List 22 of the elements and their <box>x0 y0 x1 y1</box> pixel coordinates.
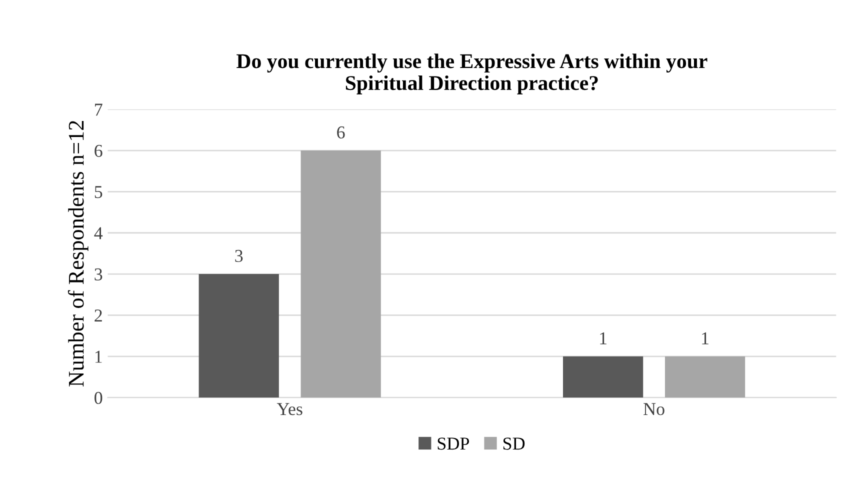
x-tick-label: Yes <box>276 403 302 416</box>
data-label: 6 <box>337 126 345 139</box>
y-tick-label: 7 <box>95 104 102 116</box>
y-tick-label: 3 <box>94 268 102 280</box>
data-label: 3 <box>235 250 243 262</box>
y-axis-title: Number of Respondents n=12 <box>68 120 88 387</box>
bar <box>664 356 746 398</box>
bar <box>300 150 381 398</box>
bar <box>198 274 279 398</box>
y-tick-label: 6 <box>94 144 102 157</box>
data-label: 1 <box>702 332 708 344</box>
x-tick-label: No <box>644 403 664 416</box>
y-tick-label: 5 <box>94 186 102 198</box>
y-tick-label: 2 <box>94 310 102 322</box>
legend-label: SDP <box>438 438 470 450</box>
data-label: 1 <box>600 332 606 344</box>
legend-label: SD <box>503 438 525 450</box>
y-tick-label: 1 <box>95 350 102 363</box>
y-tick-label: 0 <box>94 392 102 404</box>
bar <box>562 356 644 398</box>
chart-title: Do you currently use the Expressive Arts within your Spiritual Direction practice? <box>236 54 708 94</box>
y-tick-label: 4 <box>94 227 103 240</box>
